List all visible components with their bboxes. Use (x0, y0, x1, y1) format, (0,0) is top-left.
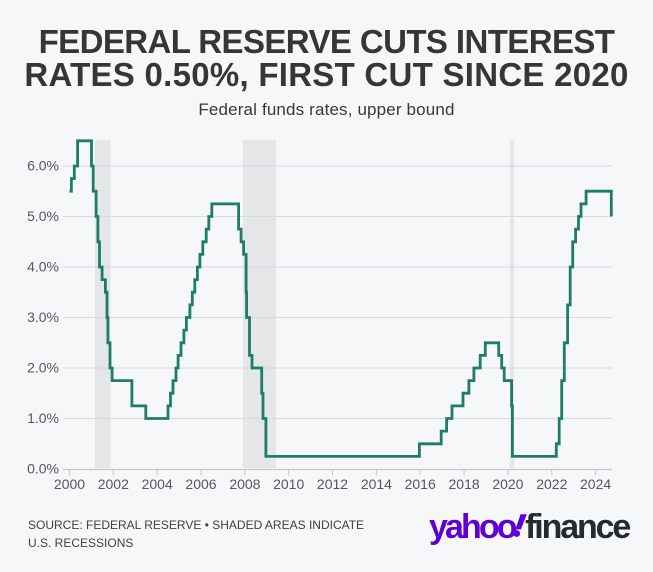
svg-text:2012: 2012 (317, 476, 348, 492)
svg-text:6.0%: 6.0% (27, 158, 59, 174)
svg-text:2.0%: 2.0% (27, 360, 59, 376)
svg-text:0.0%: 0.0% (27, 461, 59, 477)
svg-text:2006: 2006 (185, 476, 216, 492)
svg-text:2016: 2016 (405, 476, 436, 492)
svg-text:2024: 2024 (580, 476, 611, 492)
svg-text:2008: 2008 (229, 476, 260, 492)
svg-text:2018: 2018 (449, 476, 480, 492)
svg-text:3.0%: 3.0% (27, 309, 59, 325)
svg-text:2002: 2002 (98, 476, 129, 492)
svg-text:4.0%: 4.0% (27, 259, 59, 275)
svg-text:2022: 2022 (536, 476, 567, 492)
svg-text:2014: 2014 (361, 476, 392, 492)
svg-text:2000: 2000 (54, 476, 85, 492)
svg-text:1.0%: 1.0% (27, 410, 59, 426)
svg-text:2004: 2004 (142, 476, 173, 492)
svg-text:5.0%: 5.0% (27, 208, 59, 224)
svg-text:2010: 2010 (273, 476, 304, 492)
svg-text:2020: 2020 (492, 476, 523, 492)
